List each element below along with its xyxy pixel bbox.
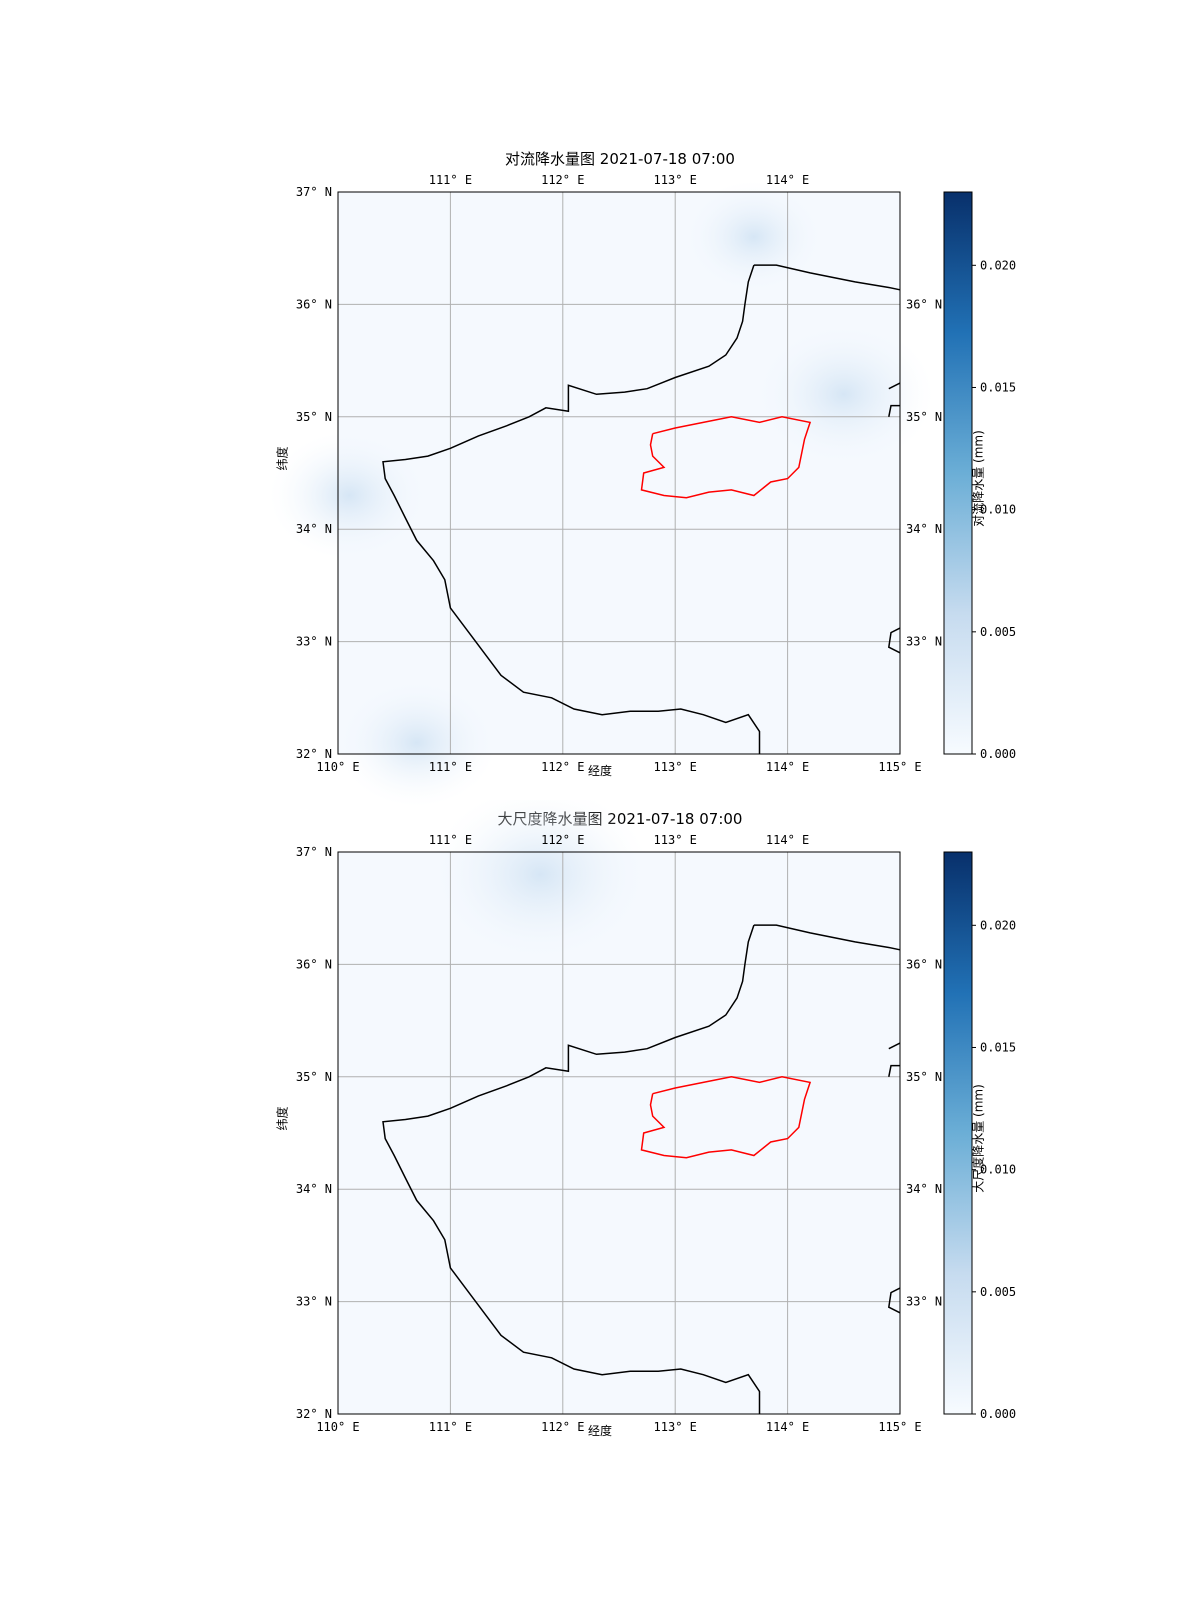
province-boundary-east <box>887 627 901 654</box>
right-lat-tick: 33° N <box>906 1295 942 1309</box>
colorbar-tick-label: 0.020 <box>980 918 1016 932</box>
bottom-lon-tick: 110° E <box>316 1420 359 1434</box>
province-boundary-west <box>382 264 761 754</box>
bottom-lon-tick: 111° E <box>429 760 472 774</box>
highlight-region <box>640 1076 812 1159</box>
bottom-lon-tick: 114° E <box>766 760 809 774</box>
left-lat-tick: 32° N <box>296 747 332 761</box>
left-lat-tick: 36° N <box>296 297 332 311</box>
province-boundary-east <box>887 1287 901 1314</box>
bottom-lon-tick: 115° E <box>878 760 921 774</box>
precip-blob <box>430 800 651 963</box>
top-lon-tick: 111° E <box>429 173 472 187</box>
left-lat-tick: 34° N <box>296 1182 332 1196</box>
colorbar <box>943 191 973 755</box>
precip-field <box>338 852 900 1414</box>
colorbar-tick-label: 0.005 <box>980 625 1016 639</box>
left-lat-tick: 37° N <box>296 185 332 199</box>
top-lon-tick: 111° E <box>429 833 472 847</box>
colorbar-label: 大尺度降水量 (mm) <box>971 1084 986 1193</box>
top-lon-tick: 114° E <box>766 173 809 187</box>
left-lat-tick: 32° N <box>296 1407 332 1421</box>
colorbar-tick-label: 0.015 <box>980 380 1016 394</box>
top-lon-tick: 112° E <box>541 833 584 847</box>
x-axis-label: 经度 <box>587 1424 612 1438</box>
bottom-lon-tick: 115° E <box>878 1420 921 1434</box>
colorbar-tick-label: 0.000 <box>980 747 1016 761</box>
precip-blob <box>683 180 824 293</box>
bottom-lon-tick: 111° E <box>429 1420 472 1434</box>
right-lat-tick: 36° N <box>906 297 942 311</box>
province-boundary-east <box>888 404 900 417</box>
panel-title: 对流降水量图 2021-07-18 07:00 <box>505 150 735 168</box>
colorbar-tick-label: 0.020 <box>980 258 1016 272</box>
colorbar-label: 对流降水量 (mm) <box>971 430 986 527</box>
top-lon-tick: 113° E <box>654 833 697 847</box>
bottom-lon-tick: 112° E <box>541 1420 584 1434</box>
right-lat-tick: 36° N <box>906 957 942 971</box>
bottom-lon-tick: 112° E <box>541 760 584 774</box>
convective-precip-panel: 对流降水量图 2021-07-18 07:00 111° E 112° E 113°… <box>0 140 1200 860</box>
right-lat-tick: 35° N <box>906 1070 942 1084</box>
precip-blob <box>336 678 497 807</box>
colorbar-tick-label: 0.005 <box>980 1285 1016 1299</box>
bottom-lon-tick: 114° E <box>766 1420 809 1434</box>
top-lon-tick: 114° E <box>766 833 809 847</box>
right-lat-tick: 35° N <box>906 410 942 424</box>
precip-field <box>338 192 900 754</box>
colorbar-tick-label: 0.010 <box>980 503 1016 517</box>
highlight-region <box>640 416 812 499</box>
province-boundary-east <box>888 1064 900 1077</box>
colorbar-tick-label: 0.015 <box>980 1040 1016 1054</box>
province-boundary-east <box>888 1042 901 1050</box>
right-lat-tick: 33° N <box>906 635 942 649</box>
colorbar-tick-label: 0.000 <box>980 1407 1016 1421</box>
colorbar <box>943 851 973 1415</box>
left-lat-tick: 33° N <box>296 635 332 649</box>
bottom-lon-tick: 113° E <box>654 1420 697 1434</box>
province-boundary-north <box>753 924 901 951</box>
left-lat-tick: 33° N <box>296 1295 332 1309</box>
left-lat-tick: 35° N <box>296 410 332 424</box>
right-lat-tick: 34° N <box>906 522 942 536</box>
bottom-lon-tick: 110° E <box>316 760 359 774</box>
precip-blob <box>753 322 934 467</box>
province-boundary-east <box>888 382 901 390</box>
map-frame <box>337 191 901 755</box>
y-axis-label: 纬度 <box>275 446 290 471</box>
x-axis-label: 经度 <box>587 764 612 778</box>
bottom-lon-tick: 113° E <box>654 760 697 774</box>
map-figure: 111° E 112° E 113° E 114° E 110° E 111° E 112°… <box>269 173 1016 807</box>
top-lon-tick: 113° E <box>654 173 697 187</box>
map-frame <box>337 851 901 1415</box>
y-axis-label: 纬度 <box>275 1106 290 1131</box>
precip-blob <box>269 431 430 560</box>
left-lat-tick: 34° N <box>296 522 332 536</box>
left-lat-tick: 36° N <box>296 957 332 971</box>
province-boundary-north <box>753 264 901 291</box>
left-lat-tick: 37° N <box>296 845 332 859</box>
left-lat-tick: 35° N <box>296 1070 332 1084</box>
right-lat-tick: 34° N <box>906 1182 942 1196</box>
province-boundary-west <box>382 924 761 1414</box>
map-figure: 111° E 112° E 113° E 114° E 110° E 111° E 112°… <box>296 800 1016 1434</box>
top-lon-tick: 112° E <box>541 173 584 187</box>
colorbar-tick-label: 0.010 <box>980 1163 1016 1177</box>
